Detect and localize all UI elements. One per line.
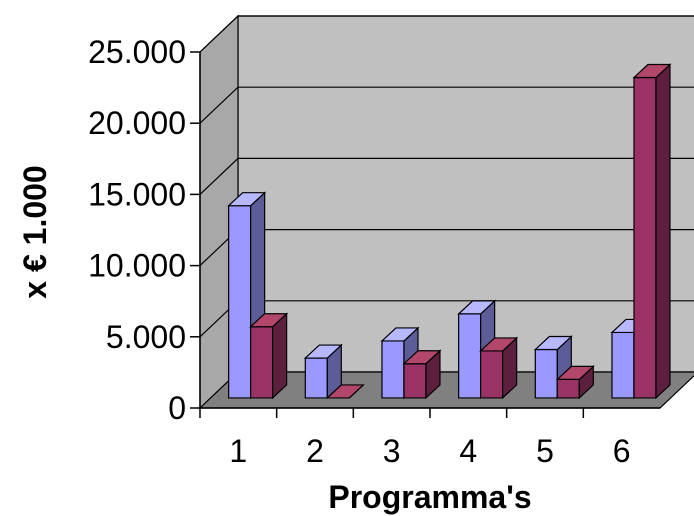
bar-front	[458, 313, 482, 399]
bar-series2-cat6	[632, 63, 672, 400]
bar-front	[480, 350, 504, 399]
bar-series2-cat1	[249, 312, 289, 400]
bar-side	[272, 312, 288, 400]
bar-top	[325, 384, 365, 399]
gridline	[199, 15, 694, 53]
bar-top	[380, 327, 420, 342]
x-tick-label: 4	[459, 433, 477, 469]
bar-front	[403, 363, 427, 399]
y-tick-labels: 0 5.000 10.000 15.000 20.000 25.000	[88, 34, 186, 426]
bar-front	[611, 331, 635, 399]
bars	[227, 63, 672, 400]
x-axis-title: Programma's	[328, 479, 531, 515]
bar-top	[555, 365, 595, 381]
bar-series2-cat3	[402, 349, 442, 400]
bar-series1-cat5	[533, 335, 573, 400]
bar-front	[381, 340, 405, 399]
bar-top	[632, 63, 672, 79]
y-tick-label: 20.000	[88, 105, 186, 141]
bar-top	[533, 335, 573, 351]
bar-top	[303, 344, 343, 359]
x-tick-label: 2	[306, 433, 324, 469]
y-tick-label: 15.000	[88, 176, 186, 212]
axes	[190, 51, 660, 418]
y-tick-label: 0	[168, 390, 186, 426]
x-tick-labels: 1 2 3 4 5 6	[229, 433, 630, 469]
x-tick-label: 1	[229, 433, 247, 469]
bar-top	[227, 192, 267, 207]
x-tick-label: 5	[536, 433, 554, 469]
bar-series2-cat4	[479, 336, 519, 400]
bar-front	[556, 378, 580, 399]
bar-top	[249, 313, 289, 328]
x-tick-label: 6	[613, 433, 631, 469]
bar-front	[304, 357, 328, 399]
y-tick-label: 5.000	[106, 319, 186, 355]
bar-top	[457, 300, 497, 315]
y-tick-label: 10.000	[88, 248, 186, 284]
x-tick-label: 3	[383, 433, 401, 469]
y-axis-title: x € 1.000	[17, 165, 53, 298]
bar-front	[633, 76, 657, 399]
bar-top	[479, 337, 519, 352]
gridline	[199, 157, 694, 195]
bar-front	[534, 348, 558, 399]
bar-top	[402, 350, 442, 365]
bar-series2-cat5	[555, 365, 595, 400]
bar-series2-cat2	[325, 384, 365, 399]
bar-side	[655, 63, 671, 400]
y-tick-label: 25.000	[88, 34, 186, 70]
bar-front	[228, 205, 252, 399]
bar-front	[250, 326, 274, 399]
bar-series1-cat2	[303, 343, 343, 400]
gridline	[199, 86, 694, 124]
